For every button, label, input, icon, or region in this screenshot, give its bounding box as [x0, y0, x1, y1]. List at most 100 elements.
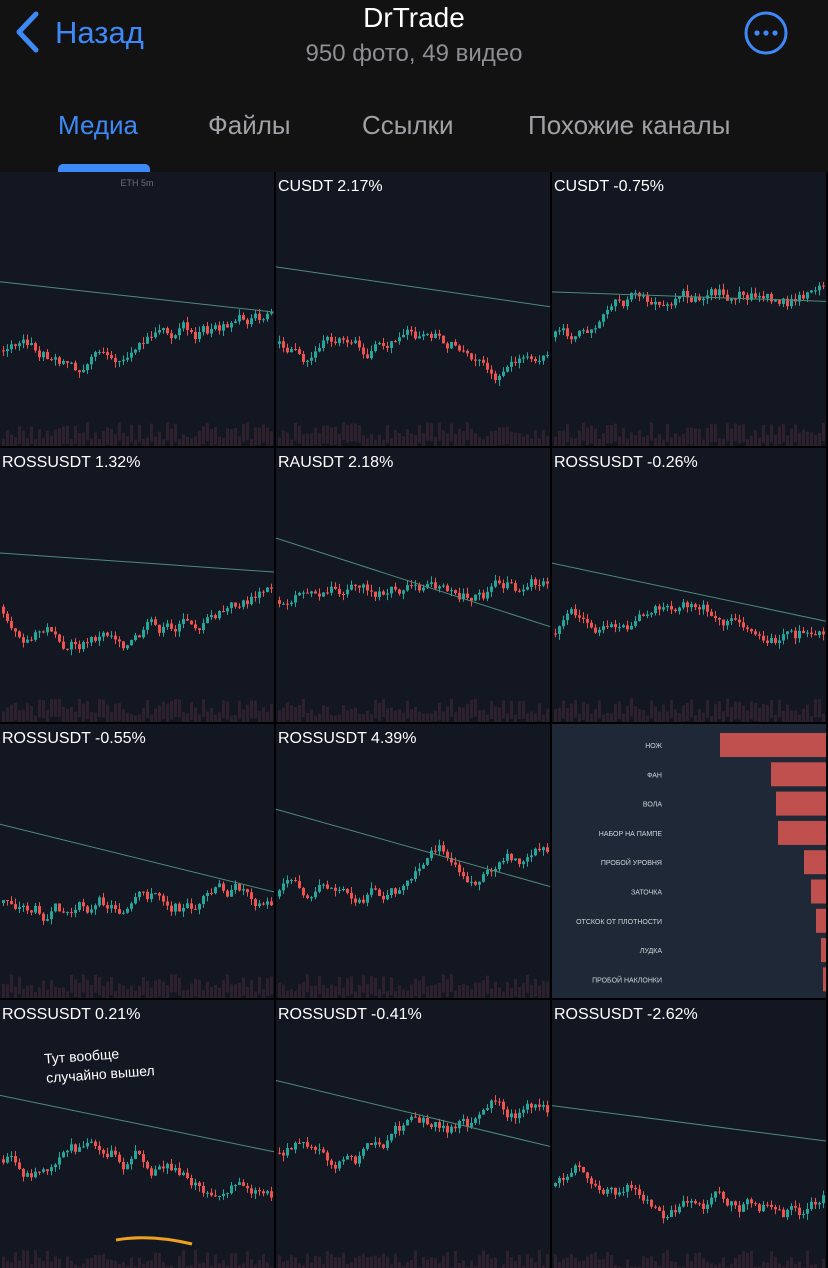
- candle: [46, 627, 49, 633]
- tab[interactable]: Похожие каналы: [528, 110, 731, 140]
- candle: [722, 619, 725, 626]
- tab[interactable]: Медиа: [58, 110, 138, 140]
- tab[interactable]: Ссылки: [362, 110, 454, 140]
- volume: [566, 707, 569, 722]
- candle: [194, 624, 197, 629]
- volume: [234, 984, 237, 998]
- candle: [310, 357, 313, 361]
- volume: [262, 1254, 265, 1268]
- volume: [130, 424, 133, 443]
- candle: [34, 1171, 37, 1178]
- candle: [178, 1167, 181, 1175]
- volume: [286, 1260, 289, 1268]
- candle: [390, 341, 393, 348]
- volume: [354, 423, 357, 442]
- candle: [434, 582, 437, 589]
- candle: [18, 1162, 21, 1169]
- candle: [74, 909, 77, 914]
- volume: [554, 436, 557, 446]
- candle: [282, 1152, 285, 1156]
- candle: [62, 361, 65, 364]
- media-tile[interactable]: НОЖ ФАН ВОЛА НАБОР НА ПАМПЕ ПРОБОЙ УРОВНЯ ЗАТ…: [552, 724, 826, 998]
- candle: [562, 1178, 565, 1180]
- volume: [122, 985, 125, 998]
- volume: [746, 1252, 749, 1268]
- volume: [118, 703, 121, 722]
- volume: [234, 427, 237, 446]
- candle: [386, 894, 389, 900]
- volume: [514, 1261, 517, 1268]
- volume: [82, 1263, 85, 1268]
- media-tile[interactable]: ROSSUSDT 1.32%: [0, 448, 274, 722]
- media-tile[interactable]: RAUSDT 2.18%: [276, 448, 550, 722]
- volume: [466, 703, 469, 722]
- volume: [634, 706, 637, 722]
- candle: [670, 1210, 673, 1218]
- volume: [402, 989, 405, 998]
- candle: [26, 905, 29, 911]
- media-tile[interactable]: CUSDT -0.75%: [552, 172, 826, 446]
- candle: [130, 1158, 133, 1165]
- volume: [306, 974, 309, 993]
- media-tile[interactable]: ROSSUSDT 4.39%: [276, 724, 550, 998]
- volume: [734, 1257, 737, 1268]
- volume: [238, 700, 241, 719]
- volume: [434, 710, 437, 722]
- candle: [354, 1156, 357, 1164]
- candle: [142, 342, 145, 344]
- candle: [246, 600, 249, 605]
- volume: [142, 708, 145, 722]
- volume: [114, 991, 117, 998]
- back-chevron[interactable]: [16, 11, 39, 53]
- candle: [498, 375, 501, 381]
- volume: [730, 1263, 733, 1268]
- candle: [598, 321, 601, 329]
- candle: [6, 349, 9, 352]
- media-tile[interactable]: ETH 5m: [0, 172, 274, 446]
- media-tile[interactable]: ROSSUSDT 0.21% Тут вообще случайно вышел: [0, 1000, 274, 1268]
- candle: [702, 604, 705, 610]
- volume: [394, 991, 397, 998]
- volume: [210, 986, 213, 998]
- candle: [338, 338, 341, 344]
- candle: [790, 630, 793, 632]
- volume: [282, 1261, 285, 1268]
- candle: [474, 359, 477, 361]
- candle: [822, 631, 825, 635]
- volume: [126, 436, 129, 446]
- media-tile[interactable]: ROSSUSDT -0.41%: [276, 1000, 550, 1268]
- candle: [370, 351, 373, 359]
- thumbnail: [0, 1094, 274, 1268]
- volume: [742, 424, 745, 443]
- volume: [702, 439, 705, 446]
- more-button[interactable]: [744, 11, 788, 55]
- volume: [582, 1260, 585, 1268]
- candle: [246, 319, 249, 325]
- candle: [230, 322, 233, 328]
- volume: [566, 424, 569, 443]
- volume: [170, 701, 173, 720]
- volume: [266, 1262, 269, 1268]
- candle: [506, 853, 509, 861]
- media-tile[interactable]: ROSSUSDT -0.26%: [552, 448, 826, 722]
- media-tile[interactable]: ROSSUSDT -0.55%: [0, 724, 274, 998]
- candle: [350, 1156, 353, 1158]
- volume: [78, 432, 81, 446]
- back-label[interactable]: Назад: [55, 15, 144, 50]
- candle: [634, 292, 637, 294]
- volume: [590, 713, 593, 722]
- media-tile[interactable]: CUSDT 2.17%: [276, 172, 550, 446]
- volume: [14, 437, 17, 446]
- volume: [26, 437, 29, 446]
- volume: [258, 1259, 261, 1268]
- media-tile[interactable]: ROSSUSDT -2.62%: [552, 1000, 826, 1268]
- tab[interactable]: Файлы: [208, 110, 291, 140]
- volume: [194, 436, 197, 446]
- volume: [74, 979, 77, 998]
- volume: [278, 710, 281, 722]
- volume: [202, 426, 205, 445]
- volume: [478, 710, 481, 722]
- candle: [222, 324, 225, 331]
- volume: [770, 424, 773, 443]
